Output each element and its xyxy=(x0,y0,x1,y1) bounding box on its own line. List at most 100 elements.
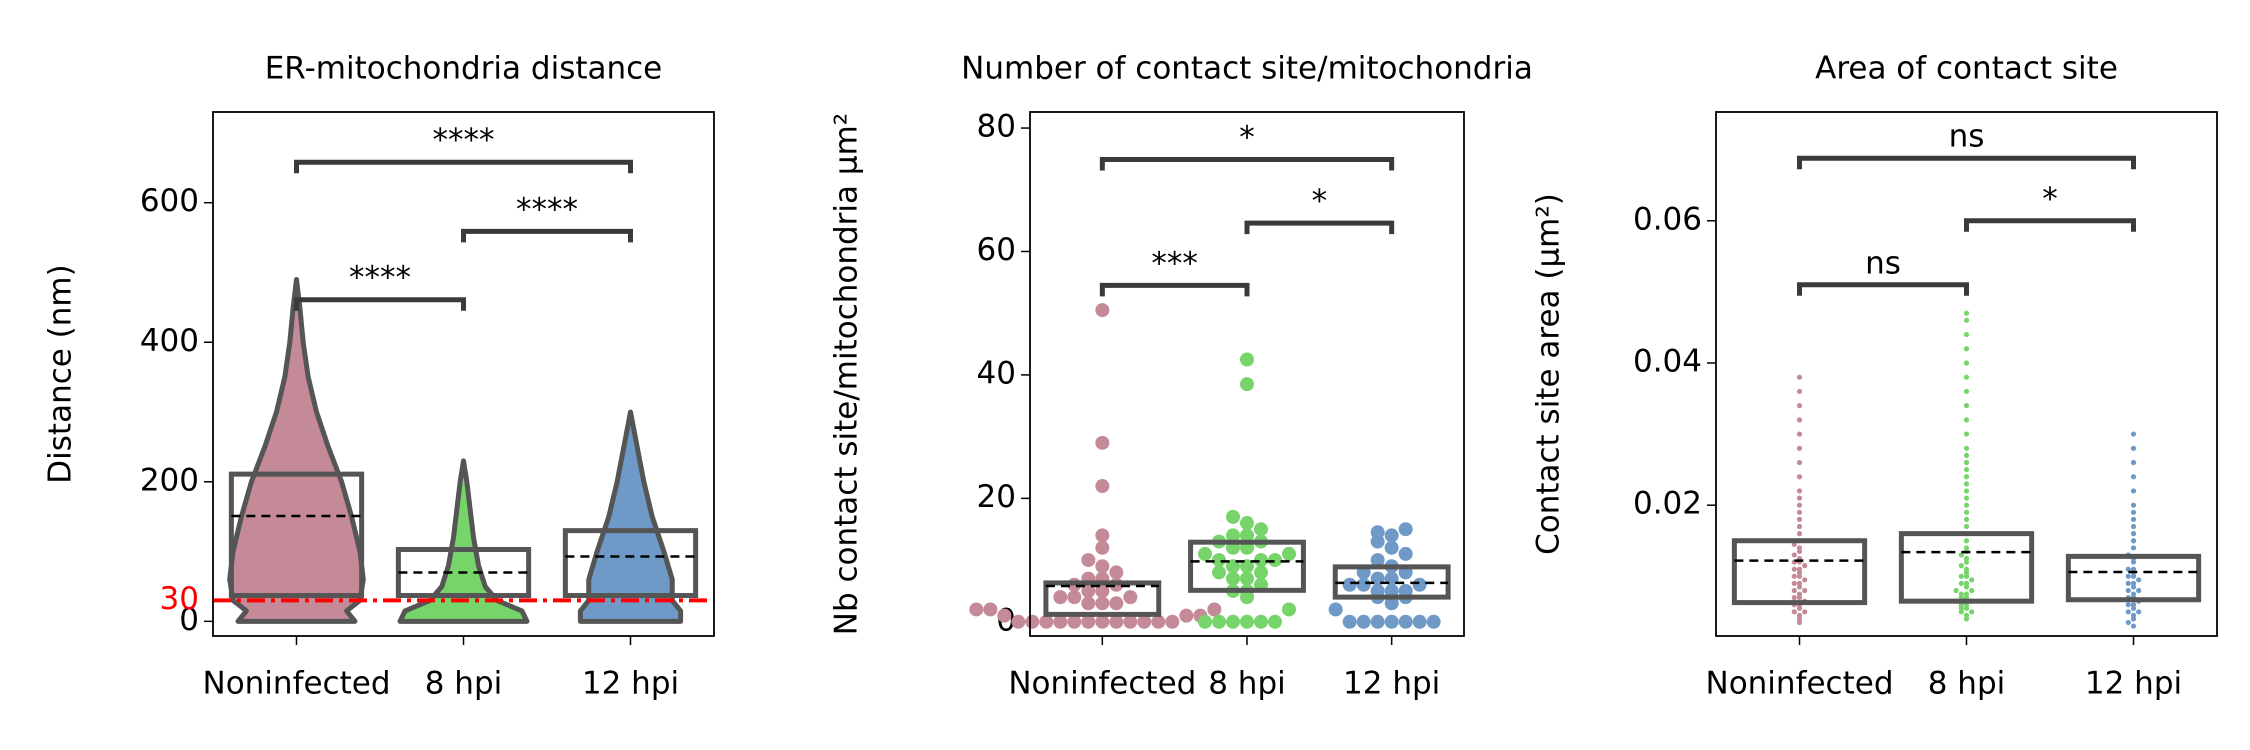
point xyxy=(2130,509,2137,515)
y-tick-label: 0 xyxy=(179,602,199,638)
point xyxy=(1053,590,1068,605)
point xyxy=(1791,587,1797,594)
point xyxy=(1212,553,1226,568)
x-tick-label: 8 hpi xyxy=(1208,666,1286,702)
point xyxy=(2125,619,2131,626)
point xyxy=(1384,614,1399,629)
point xyxy=(1328,602,1343,617)
point xyxy=(1282,546,1296,561)
significance-bracket xyxy=(461,228,633,243)
point xyxy=(1240,614,1254,629)
point xyxy=(2130,580,2137,586)
point xyxy=(1796,612,1803,618)
point xyxy=(1226,528,1240,543)
point xyxy=(1053,614,1068,629)
y-tick-label: 0.02 xyxy=(1633,486,1702,522)
point xyxy=(2130,459,2137,466)
point xyxy=(2125,602,2131,608)
point xyxy=(1963,481,1970,487)
point xyxy=(1796,502,1803,508)
point xyxy=(1240,571,1254,586)
point xyxy=(1095,596,1110,611)
point xyxy=(1165,614,1180,629)
point xyxy=(1963,317,1970,323)
point xyxy=(2130,623,2137,629)
point xyxy=(1963,502,1970,508)
point xyxy=(983,602,998,617)
x-tick-label: 12 hpi xyxy=(2085,666,2182,702)
x-tick-label: 8 hpi xyxy=(425,666,503,702)
point xyxy=(1963,559,1970,565)
significance-bracket xyxy=(1797,155,2136,170)
point xyxy=(1268,553,1282,568)
point xyxy=(1240,377,1254,392)
x-tick-label: 12 hpi xyxy=(582,666,679,702)
point xyxy=(1240,516,1254,531)
point xyxy=(1963,331,1970,338)
point xyxy=(1963,566,1970,572)
point xyxy=(1254,565,1268,580)
y-tick-label: 400 xyxy=(140,323,199,359)
point xyxy=(1963,452,1970,459)
point xyxy=(1958,563,1964,569)
point xyxy=(1963,445,1970,451)
point xyxy=(1398,522,1413,537)
point xyxy=(2130,431,2137,437)
point xyxy=(2130,502,2137,508)
point xyxy=(1963,605,1970,611)
point xyxy=(1109,565,1124,580)
point xyxy=(2130,523,2137,530)
point xyxy=(1226,614,1240,629)
point xyxy=(2130,605,2137,611)
point xyxy=(1963,612,1970,618)
point xyxy=(2125,587,2131,594)
point xyxy=(1796,403,1803,409)
point xyxy=(1796,445,1803,451)
point xyxy=(1081,583,1096,598)
significance-label: **** xyxy=(516,192,578,228)
point xyxy=(1796,616,1803,622)
point xyxy=(1123,614,1138,629)
point xyxy=(2130,584,2137,590)
y-tick-label: 0.06 xyxy=(1633,201,1702,237)
x-tick-label: 12 hpi xyxy=(1343,666,1440,702)
significance-label: **** xyxy=(433,123,495,159)
point xyxy=(1963,388,1970,395)
y-tick-label: 80 xyxy=(977,109,1016,145)
point xyxy=(2130,538,2137,544)
point xyxy=(1963,516,1970,522)
point xyxy=(1796,591,1803,597)
significance-label: * xyxy=(2042,181,2058,217)
point xyxy=(2130,531,2137,537)
significance-bracket xyxy=(1099,157,1395,171)
point xyxy=(1963,310,1970,316)
point xyxy=(1796,509,1803,515)
point xyxy=(1095,559,1110,574)
point xyxy=(1796,431,1803,437)
point xyxy=(2130,445,2137,451)
point xyxy=(1151,614,1166,629)
point xyxy=(997,608,1012,623)
point xyxy=(1254,553,1268,568)
point xyxy=(1212,614,1226,629)
point xyxy=(1963,431,1970,437)
point xyxy=(2130,591,2137,597)
box xyxy=(2065,553,2202,603)
significance-bracket xyxy=(294,159,633,174)
point xyxy=(1963,616,1970,622)
point xyxy=(1963,573,1970,579)
x-tick-label: Noninfected xyxy=(203,666,391,702)
point xyxy=(1095,479,1110,494)
point xyxy=(1958,605,1964,611)
point xyxy=(1398,583,1413,598)
box xyxy=(1188,539,1306,593)
significance-label: ns xyxy=(1949,119,1985,155)
point xyxy=(1963,417,1970,423)
point xyxy=(1179,608,1194,623)
point xyxy=(1796,548,1803,554)
point xyxy=(1791,573,1797,579)
point xyxy=(1963,346,1970,352)
chart-title: Number of contact site/mitochondria xyxy=(961,51,1533,87)
point xyxy=(1796,605,1803,611)
significance-bracket xyxy=(1797,282,1969,296)
